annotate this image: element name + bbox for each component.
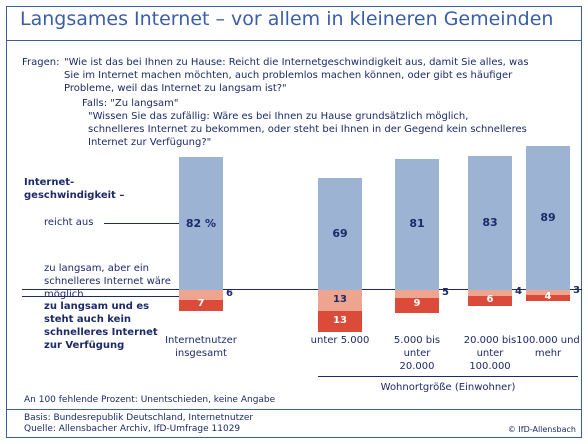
value-label: 6 [486, 294, 494, 306]
x-tick-label: unter 5.000 [310, 335, 370, 346]
leader-line [104, 223, 180, 224]
bar [395, 158, 439, 290]
value-label: 3 [573, 285, 580, 297]
bar [318, 178, 362, 290]
footnote: An 100 fehlende Prozent: Unentschieden, … [24, 395, 276, 405]
bar [179, 290, 223, 300]
bar [395, 290, 439, 299]
legend-label: zu langsam und es steht auch kein schnel… [44, 301, 158, 351]
value-label: 9 [413, 298, 421, 310]
frame [6, 6, 582, 438]
copyright: © IfD-Allensbach [507, 425, 576, 434]
bar [318, 311, 362, 333]
value-label: 4 [544, 291, 552, 303]
value-label: 82 % [185, 216, 217, 230]
source: Quelle: Allensbacher Archiv, IfD-Umfrage… [24, 424, 241, 434]
question-2: "Wissen Sie das zufällig: Wäre es bei Ih… [88, 111, 527, 148]
bar [468, 290, 512, 297]
questions-intro: Fragen: [22, 57, 60, 68]
condition: Falls: "Zu langsam" [82, 98, 179, 109]
group-rule [318, 376, 578, 377]
legend-label: reicht aus [44, 217, 94, 228]
value-label: 7 [197, 298, 205, 310]
x-tick-label: Internetnutzer insgesamt [165, 335, 237, 359]
bar [179, 157, 223, 290]
title: Langsames Internet – vor allem in kleine… [20, 8, 554, 30]
value-label: 81 [409, 217, 425, 231]
value-label: 4 [515, 286, 522, 298]
bar [179, 299, 223, 312]
legend-label: zu langsam, aber ein schnelleres Interne… [44, 263, 171, 300]
basis: Basis: Bundesrepublik Deutschland, Inter… [24, 413, 254, 423]
value-label: 83 [482, 215, 498, 229]
value-label: 5 [442, 287, 449, 299]
value-label: 69 [332, 227, 348, 241]
baseline [22, 289, 582, 290]
x-tick-label: 100.000 und mehr [516, 335, 580, 359]
bar [526, 290, 570, 295]
x-tick-label: 5.000 bis unter 20.000 [393, 335, 441, 372]
value-label: 89 [540, 210, 556, 224]
footer-rule [6, 409, 581, 410]
x-tick-label: 20.000 bis unter 100.000 [463, 335, 517, 372]
value-label: 6 [226, 287, 233, 299]
bar [526, 294, 570, 302]
bar [526, 145, 570, 290]
value-label: 13 [333, 314, 347, 326]
legend-title: Internet-geschwindigkeit – [24, 177, 125, 201]
group-label: Wohnortgröße (Einwohner) [380, 382, 516, 393]
bar [468, 155, 512, 290]
bar [468, 296, 512, 307]
bar [395, 298, 439, 313]
bar [318, 290, 362, 312]
leader-line [22, 296, 180, 297]
title-rule [6, 40, 581, 41]
question-1: "Wie ist das bei Ihnen zu Hause: Reicht … [64, 57, 529, 94]
value-label: 13 [333, 293, 347, 305]
